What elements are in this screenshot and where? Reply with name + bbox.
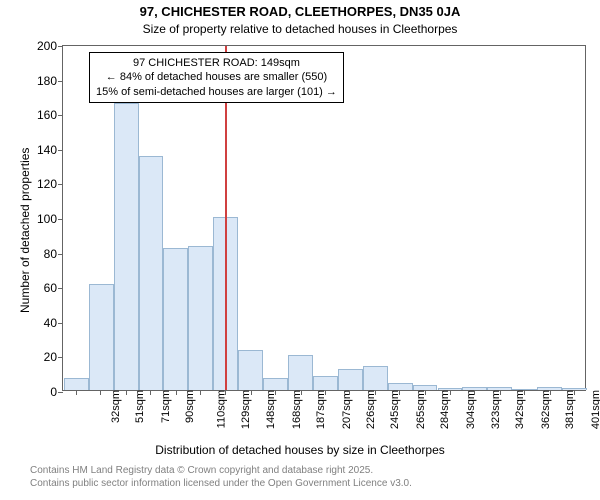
chart-subtitle: Size of property relative to detached ho… <box>0 22 600 36</box>
histogram-bar <box>288 355 313 390</box>
xtick-label: 71sqm <box>158 390 172 423</box>
histogram-bar <box>487 387 512 390</box>
x-axis-label: Distribution of detached houses by size … <box>0 443 600 457</box>
xtick-mark <box>100 390 101 395</box>
xtick-label: 187sqm <box>313 390 327 429</box>
xtick-mark <box>150 390 151 395</box>
ytick-label: 200 <box>37 39 63 53</box>
xtick-label: 226sqm <box>363 390 377 429</box>
xtick-label: 90sqm <box>182 390 196 423</box>
xtick-label: 323sqm <box>488 390 502 429</box>
xtick-label: 304sqm <box>463 390 477 429</box>
xtick-label: 245sqm <box>388 390 402 429</box>
histogram-bar <box>363 366 388 390</box>
ytick-label: 100 <box>37 212 63 226</box>
histogram-bar <box>388 383 413 390</box>
chart-title: 97, CHICHESTER ROAD, CLEETHORPES, DN35 0… <box>0 4 600 19</box>
xtick-label: 284sqm <box>438 390 452 429</box>
ytick-label: 180 <box>37 74 63 88</box>
histogram-bar <box>89 284 114 390</box>
footnote-2: Contains public sector information licen… <box>30 478 412 489</box>
annotation-line: ← 84% of detached houses are smaller (55… <box>96 70 337 84</box>
xtick-mark <box>375 390 376 395</box>
xtick-label: 265sqm <box>413 390 427 429</box>
xtick-mark <box>399 390 400 395</box>
plot-area: 02040608010012014016018020032sqm51sqm71s… <box>62 45 586 391</box>
histogram-bar <box>114 103 139 390</box>
xtick-mark <box>200 390 201 395</box>
xtick-mark <box>225 390 226 395</box>
xtick-label: 32sqm <box>108 390 122 423</box>
annotation-box: 97 CHICHESTER ROAD: 149sqm← 84% of detac… <box>89 52 344 103</box>
xtick-label: 362sqm <box>538 390 552 429</box>
xtick-mark <box>251 390 252 395</box>
histogram-bar <box>163 248 188 390</box>
xtick-label: 401sqm <box>588 390 600 429</box>
xtick-mark <box>349 390 350 395</box>
histogram-bar <box>462 387 487 390</box>
annotation-line: 15% of semi-detached houses are larger (… <box>96 85 337 99</box>
xtick-mark <box>425 390 426 395</box>
histogram-bar <box>64 378 89 390</box>
ytick-label: 40 <box>44 316 63 330</box>
xtick-mark <box>550 390 551 395</box>
histogram-bar <box>188 246 213 390</box>
annotation-line: 97 CHICHESTER ROAD: 149sqm <box>96 56 337 70</box>
xtick-label: 342sqm <box>512 390 526 429</box>
xtick-mark <box>126 390 127 395</box>
xtick-label: 148sqm <box>263 390 277 429</box>
histogram-bar <box>313 376 338 390</box>
histogram-bar <box>238 350 263 390</box>
xtick-label: 51sqm <box>132 390 146 423</box>
ytick-label: 20 <box>44 350 63 364</box>
histogram-bar <box>562 388 587 390</box>
xtick-mark <box>76 390 77 395</box>
xtick-label: 381sqm <box>562 390 576 429</box>
histogram-bar <box>263 378 288 390</box>
ytick-label: 0 <box>50 385 63 399</box>
xtick-mark <box>325 390 326 395</box>
footnote-1: Contains HM Land Registry data © Crown c… <box>30 465 373 476</box>
xtick-mark <box>500 390 501 395</box>
xtick-mark <box>574 390 575 395</box>
xtick-mark <box>450 390 451 395</box>
ytick-label: 120 <box>37 177 63 191</box>
chart-stage: 97, CHICHESTER ROAD, CLEETHORPES, DN35 0… <box>0 0 600 500</box>
xtick-mark <box>176 390 177 395</box>
xtick-label: 168sqm <box>289 390 303 429</box>
y-axis-label: Number of detached properties <box>18 148 32 313</box>
histogram-bar <box>413 385 438 390</box>
histogram-bar <box>338 369 363 390</box>
xtick-label: 207sqm <box>339 390 353 429</box>
ytick-label: 140 <box>37 143 63 157</box>
xtick-mark <box>301 390 302 395</box>
xtick-label: 110sqm <box>213 390 227 428</box>
histogram-bar <box>139 156 164 390</box>
histogram-bar <box>438 388 463 390</box>
xtick-mark <box>275 390 276 395</box>
ytick-label: 60 <box>44 281 63 295</box>
ytick-label: 160 <box>37 108 63 122</box>
xtick-label: 129sqm <box>239 390 253 429</box>
xtick-mark <box>474 390 475 395</box>
histogram-bar <box>537 387 562 390</box>
histogram-bar <box>512 389 537 390</box>
xtick-mark <box>524 390 525 395</box>
ytick-label: 80 <box>44 247 63 261</box>
